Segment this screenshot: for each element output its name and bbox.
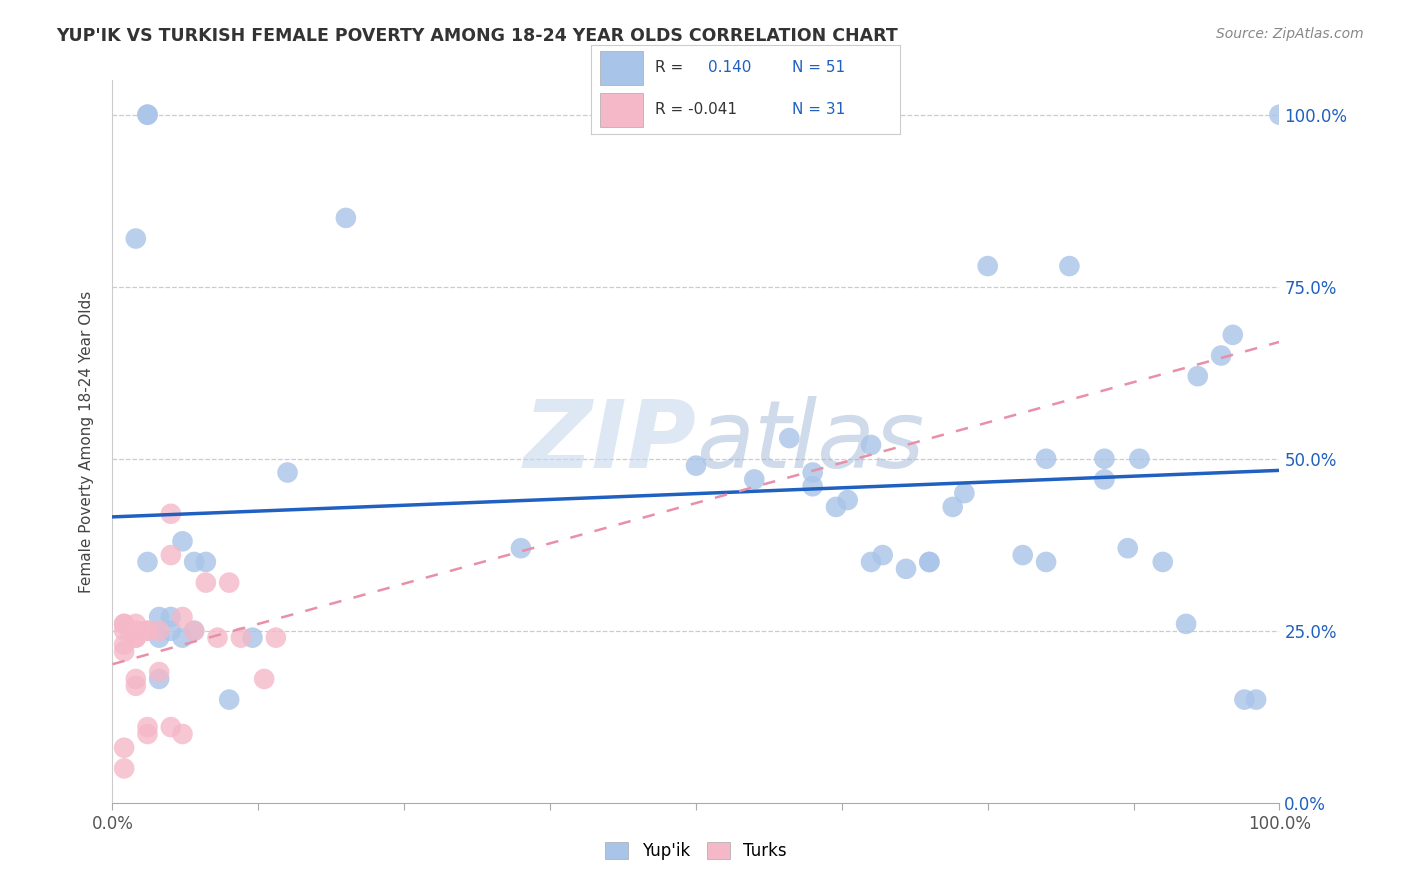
- Point: [160, 548, 183, 562]
- Text: 0.140: 0.140: [709, 61, 751, 75]
- Point: [172, 534, 194, 549]
- Y-axis label: Female Poverty Among 18-24 Year Olds: Female Poverty Among 18-24 Year Olds: [79, 291, 94, 592]
- Point: [1209, 349, 1232, 363]
- Point: [1094, 472, 1116, 486]
- Point: [172, 631, 194, 645]
- Text: R =: R =: [655, 61, 689, 75]
- Point: [942, 500, 965, 514]
- Point: [685, 458, 707, 473]
- Point: [1152, 555, 1174, 569]
- Point: [148, 665, 170, 679]
- Point: [509, 541, 531, 556]
- Point: [253, 672, 276, 686]
- Point: [125, 631, 148, 645]
- Point: [160, 720, 183, 734]
- Text: ZIP: ZIP: [523, 395, 696, 488]
- Point: [837, 493, 859, 508]
- Point: [148, 624, 170, 638]
- Point: [136, 108, 159, 122]
- Point: [1094, 451, 1116, 466]
- Point: [242, 631, 264, 645]
- Point: [1128, 451, 1150, 466]
- Point: [1268, 108, 1291, 122]
- Point: [148, 610, 170, 624]
- Point: [112, 740, 135, 755]
- Point: [229, 631, 252, 645]
- Point: [778, 431, 800, 445]
- Point: [125, 616, 148, 631]
- Point: [860, 555, 883, 569]
- Point: [918, 555, 941, 569]
- Point: [276, 466, 298, 480]
- Text: N = 31: N = 31: [792, 103, 845, 117]
- Point: [1175, 616, 1198, 631]
- Point: [1059, 259, 1081, 273]
- Point: [1035, 451, 1057, 466]
- Point: [125, 672, 148, 686]
- Point: [112, 616, 135, 631]
- Point: [136, 624, 159, 638]
- Point: [1035, 555, 1057, 569]
- Point: [183, 624, 205, 638]
- FancyBboxPatch shape: [600, 93, 643, 127]
- Point: [194, 575, 217, 590]
- Point: [953, 486, 976, 500]
- Point: [136, 108, 159, 122]
- Point: [125, 231, 148, 245]
- Point: [136, 555, 159, 569]
- Point: [860, 438, 883, 452]
- Point: [207, 631, 229, 645]
- Point: [148, 672, 170, 686]
- Point: [172, 727, 194, 741]
- Point: [801, 479, 824, 493]
- Point: [194, 555, 217, 569]
- Point: [112, 644, 135, 658]
- Text: R = -0.041: R = -0.041: [655, 103, 738, 117]
- Point: [918, 555, 941, 569]
- Point: [136, 727, 159, 741]
- Point: [112, 638, 135, 652]
- Point: [160, 507, 183, 521]
- Text: N = 51: N = 51: [792, 61, 845, 75]
- Text: atlas: atlas: [696, 396, 924, 487]
- Point: [125, 624, 148, 638]
- Point: [112, 761, 135, 775]
- Point: [1233, 692, 1256, 706]
- Point: [148, 631, 170, 645]
- Point: [264, 631, 287, 645]
- Point: [894, 562, 917, 576]
- Point: [218, 692, 240, 706]
- Point: [112, 624, 135, 638]
- Point: [218, 575, 240, 590]
- Point: [183, 624, 205, 638]
- Point: [160, 610, 183, 624]
- Point: [335, 211, 357, 225]
- Text: Source: ZipAtlas.com: Source: ZipAtlas.com: [1216, 27, 1364, 41]
- Point: [872, 548, 894, 562]
- Legend: Yup'ik, Turks: Yup'ik, Turks: [599, 835, 793, 867]
- Point: [112, 616, 135, 631]
- Point: [125, 631, 148, 645]
- Point: [825, 500, 848, 514]
- Point: [1116, 541, 1139, 556]
- Point: [744, 472, 766, 486]
- Text: YUP'IK VS TURKISH FEMALE POVERTY AMONG 18-24 YEAR OLDS CORRELATION CHART: YUP'IK VS TURKISH FEMALE POVERTY AMONG 1…: [56, 27, 898, 45]
- Point: [1011, 548, 1033, 562]
- Point: [801, 466, 824, 480]
- Point: [183, 555, 205, 569]
- Point: [1244, 692, 1267, 706]
- Point: [136, 624, 159, 638]
- Point: [160, 624, 183, 638]
- Point: [1187, 369, 1209, 384]
- Point: [125, 679, 148, 693]
- FancyBboxPatch shape: [600, 51, 643, 85]
- Point: [172, 610, 194, 624]
- Point: [976, 259, 998, 273]
- Point: [136, 720, 159, 734]
- Point: [1222, 327, 1244, 342]
